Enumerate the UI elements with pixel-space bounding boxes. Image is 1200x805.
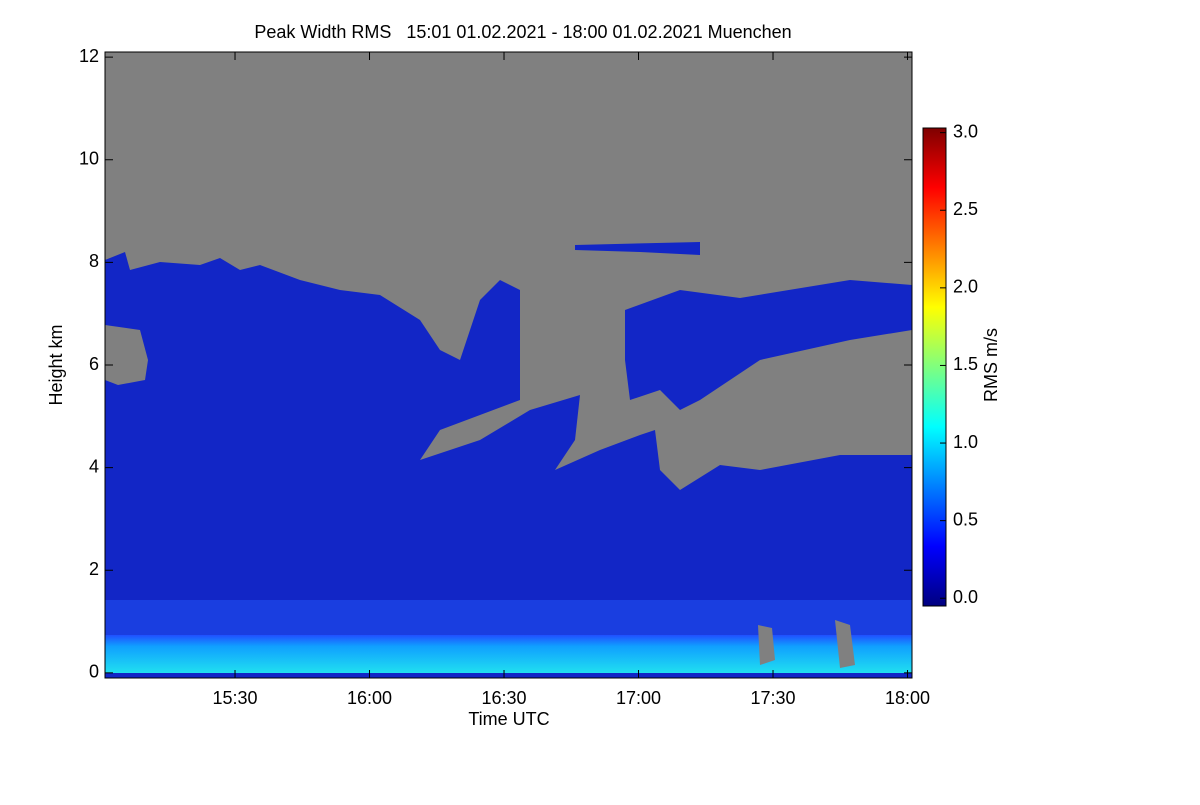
missing-patch: [105, 325, 148, 385]
x-tick-label: 17:00: [616, 688, 661, 708]
echo-layer: [105, 635, 912, 673]
colorbar-tick-label: 1.0: [953, 432, 978, 452]
echo-region: [105, 252, 912, 678]
x-tick-label: 16:30: [481, 688, 526, 708]
x-tick-label: 15:30: [212, 688, 257, 708]
colorbar-label: RMS m/s: [981, 328, 1001, 402]
echo-region: [575, 242, 700, 255]
missing-patch: [758, 625, 775, 665]
colorbar-tick-label: 0.0: [953, 587, 978, 607]
y-tick-label: 12: [79, 46, 99, 66]
colorbar-tick-label: 0.5: [953, 509, 978, 529]
chart-title: Peak Width RMS 15:01 01.02.2021 - 18:00 …: [254, 22, 791, 42]
x-tick-label: 16:00: [347, 688, 392, 708]
echo-region: [625, 280, 912, 410]
colorbar: [922, 127, 947, 607]
missing-patch: [835, 620, 855, 668]
colorbar-tick-label: 1.5: [953, 354, 978, 374]
colorbar-tick-label: 2.5: [953, 199, 978, 219]
x-tick-label: 17:30: [750, 688, 795, 708]
y-tick-label: 6: [89, 354, 99, 374]
x-tick-label: 18:00: [885, 688, 930, 708]
y-tick-label: 0: [89, 662, 99, 682]
colorbar-tick-label: 2.0: [953, 277, 978, 297]
echo-field: [105, 242, 912, 678]
colorbar-tick-label: 3.0: [953, 121, 978, 141]
y-tick-label: 8: [89, 251, 99, 271]
y-tick-label: 4: [89, 456, 99, 476]
y-tick-label: 10: [79, 149, 99, 169]
y-axis-label: Height km: [46, 324, 66, 405]
y-tick-label: 2: [89, 559, 99, 579]
echo-layer: [105, 600, 912, 635]
x-axis-label: Time UTC: [468, 709, 549, 729]
